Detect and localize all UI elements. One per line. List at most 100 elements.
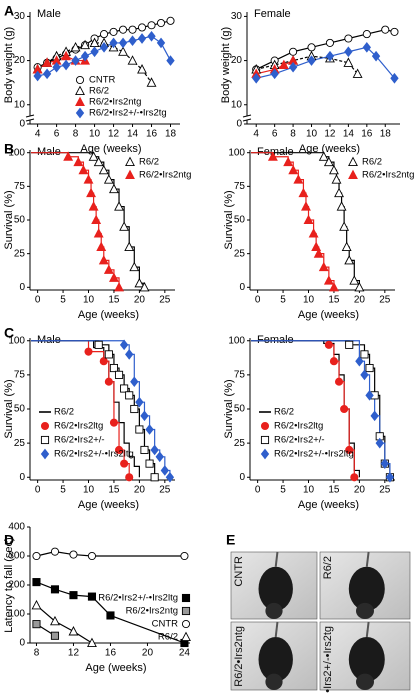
marker — [362, 42, 371, 53]
y-tick-label: 25 — [234, 438, 246, 449]
marker — [69, 591, 78, 600]
marker — [344, 46, 353, 58]
marker — [75, 75, 85, 85]
marker — [336, 201, 347, 211]
series-line — [31, 340, 130, 478]
x-tick-label: 8 — [73, 129, 79, 140]
marker — [70, 41, 81, 52]
marker — [86, 187, 96, 198]
x-tick-label: 0 — [35, 485, 41, 496]
y-tick-label: 20 — [231, 55, 243, 66]
series-line — [36, 604, 93, 644]
marker — [339, 221, 350, 231]
marker — [137, 64, 147, 74]
mouse-tail — [274, 621, 279, 638]
marker — [32, 620, 41, 629]
mouse-tail — [365, 551, 370, 567]
marker — [140, 410, 149, 422]
marker — [166, 55, 175, 66]
marker — [360, 369, 369, 381]
x-tick-label: 12 — [68, 648, 80, 659]
x-tick-label: 18 — [380, 129, 392, 140]
x-tick-label: 5 — [280, 295, 286, 306]
marker — [42, 68, 52, 80]
y-tick-label: 50 — [14, 215, 26, 226]
x-tick-label: 6 — [54, 129, 60, 140]
y-axis-label: Body weight (g) — [220, 27, 232, 103]
marker — [298, 187, 309, 198]
x-tick-label: 14 — [127, 129, 139, 140]
mouse-body — [348, 636, 385, 682]
marker — [334, 187, 344, 198]
y-tick-label: 30 — [231, 11, 243, 22]
marker — [103, 264, 114, 274]
marker — [390, 72, 399, 84]
marker — [318, 261, 329, 272]
marker — [150, 473, 159, 482]
plot: 0 25 50 75 100 0 5 10 15 20 25 Age (weeks) Survival … — [3, 334, 175, 511]
marker — [130, 404, 139, 414]
legend-label: CNTR — [89, 75, 116, 86]
marker — [355, 355, 364, 367]
plot: 0 100 200 300 400 8 12 16 20 24 Age (weeks) Latency… — [3, 522, 191, 674]
marker — [288, 61, 298, 73]
y-tick-label: 0 — [19, 638, 25, 649]
mouse-tail — [365, 621, 370, 638]
x-tick-label: 8 — [34, 648, 40, 659]
marker — [109, 27, 118, 36]
marker — [50, 547, 60, 556]
y-tick-label: 75 — [234, 181, 246, 192]
y-tick-label: 100 — [228, 335, 245, 346]
x-tick-label: 0 — [255, 485, 261, 496]
marker — [130, 376, 139, 388]
x-tick-label: 20 — [134, 485, 146, 496]
marker — [125, 156, 135, 167]
panel-letter: A — [4, 3, 14, 19]
y-axis-label: Body weight (g) — [3, 27, 15, 103]
x-tick-label: 0 — [255, 295, 261, 306]
x-tick-label: 15 — [108, 295, 120, 306]
chart-title: Male — [37, 8, 61, 20]
photo-label: R6/2•Irs2+/-•Irs2tg — [322, 626, 334, 693]
y-axis-label: Survival (%) — [223, 379, 235, 438]
marker — [31, 599, 42, 610]
x-tick-label: 8 — [290, 129, 296, 140]
y-tick-label: 0 — [236, 119, 242, 130]
marker — [385, 471, 395, 483]
marker — [160, 465, 169, 476]
legend-label: R6/2•Irs2+/- — [274, 435, 325, 446]
marker — [307, 43, 316, 52]
marker — [350, 473, 359, 482]
marker — [166, 16, 175, 25]
x-tick-label: 20 — [134, 295, 146, 306]
x-tick-label: 4 — [35, 129, 41, 140]
marker — [40, 435, 50, 445]
marker — [380, 458, 389, 469]
marker — [181, 606, 191, 616]
y-tick-label: 200 — [8, 580, 25, 591]
series-line — [31, 340, 140, 478]
marker — [293, 174, 304, 184]
marker — [360, 350, 369, 359]
marker — [42, 57, 53, 67]
marker — [156, 18, 166, 28]
mouse-body — [258, 636, 293, 682]
x-tick-label: 0 — [35, 295, 41, 306]
marker — [301, 201, 311, 211]
x-tick-label: 16 — [146, 129, 158, 140]
marker — [33, 70, 42, 82]
y-tick-label: 75 — [14, 181, 26, 192]
marker — [137, 23, 147, 32]
x-tick-label: 18 — [165, 129, 177, 140]
marker — [73, 156, 84, 167]
marker — [308, 228, 319, 238]
marker — [109, 37, 118, 49]
marker — [365, 390, 374, 401]
panel-letter: E — [226, 532, 235, 548]
marker — [345, 340, 354, 349]
marker — [50, 631, 60, 640]
marker — [50, 615, 60, 626]
y-tick-label: 20 — [14, 55, 26, 66]
axis-break — [25, 114, 35, 118]
photo-label: CNTR — [233, 556, 245, 587]
